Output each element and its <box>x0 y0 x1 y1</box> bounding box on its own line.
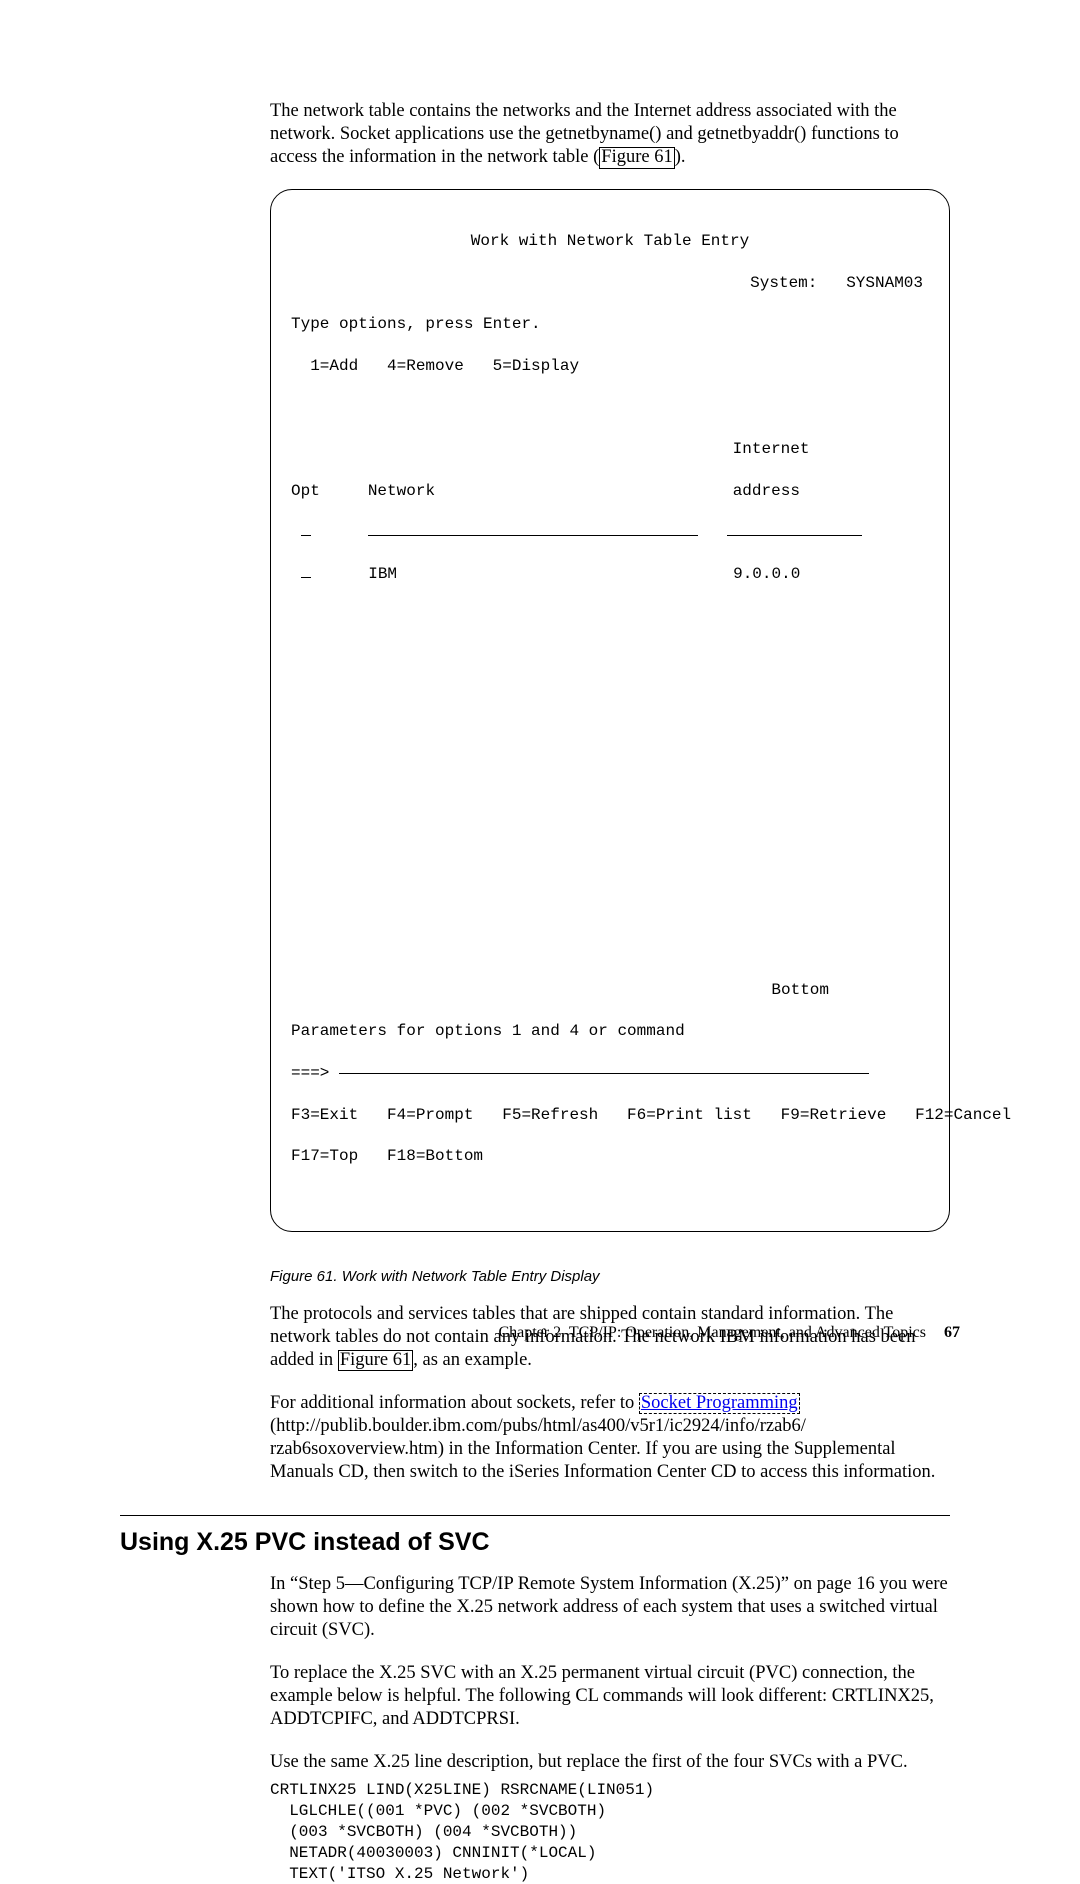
footer-chapter: Chapter 2. TCP/IP: Operation, Management… <box>498 1324 926 1341</box>
terminal-screen: Work with Network Table Entry System: SY… <box>270 189 950 1231</box>
x25-p1: In “Step 5—Configuring TCP/IP Remote Sys… <box>270 1573 950 1642</box>
protocols-tail: , as an example. <box>413 1350 532 1370</box>
col-address: address <box>733 482 800 500</box>
section-rule <box>120 1515 950 1516</box>
address-header-underline <box>727 535 862 536</box>
command-line[interactable] <box>339 1071 869 1074</box>
page-footer: Chapter 2. TCP/IP: Operation, Management… <box>498 1324 960 1342</box>
terminal-options: 1=Add 4=Remove 5=Display <box>291 356 929 377</box>
network-header-underline <box>368 535 698 536</box>
cl-code-block: CRTLINX25 LIND(X25LINE) RSRCNAME(LIN051)… <box>270 1780 950 1884</box>
x25-p2: To replace the X.25 SVC with an X.25 per… <box>270 1662 950 1731</box>
intro-tail: ). <box>675 147 686 167</box>
row-network: IBM <box>368 565 397 583</box>
sockets-body: (http://publib.boulder.ibm.com/pubs/html… <box>270 1416 935 1482</box>
sockets-paragraph: For additional information about sockets… <box>270 1392 950 1485</box>
terminal-title: Work with Network Table Entry <box>291 231 929 252</box>
intro-text: The network table contains the networks … <box>270 101 899 167</box>
figure-caption: Figure 61. Work with Network Table Entry… <box>270 1268 950 1285</box>
terminal-bottom: Bottom <box>771 981 829 999</box>
opt-field-1[interactable] <box>301 535 311 536</box>
row-address: 9.0.0.0 <box>733 565 800 583</box>
sockets-lead: For additional information about sockets… <box>270 1393 639 1413</box>
col-network: Network <box>368 482 435 500</box>
footer-page-number: 67 <box>944 1324 960 1341</box>
terminal-fkeys-1: F3=Exit F4=Prompt F5=Refresh F6=Print li… <box>291 1105 929 1126</box>
section-heading: Using X.25 PVC instead of SVC <box>120 1528 950 1557</box>
terminal-prompt: ===> <box>291 1064 329 1082</box>
system-name: SYSNAM03 <box>846 274 923 292</box>
opt-field-2[interactable] <box>301 577 311 578</box>
terminal-instruction: Type options, press Enter. <box>291 314 929 335</box>
terminal-params: Parameters for options 1 and 4 or comman… <box>291 1021 929 1042</box>
system-label: System: <box>750 274 817 292</box>
socket-programming-link[interactable]: Socket Programming <box>639 1393 800 1414</box>
terminal-fkeys-2: F17=Top F18=Bottom <box>291 1146 929 1167</box>
col-opt: Opt <box>291 482 320 500</box>
figure-61-link-2[interactable]: Figure 61 <box>338 1350 413 1371</box>
col-internet: Internet <box>733 440 810 458</box>
x25-p3: Use the same X.25 line description, but … <box>270 1751 950 1774</box>
intro-paragraph: The network table contains the networks … <box>270 100 950 169</box>
figure-61-link-1[interactable]: Figure 61 <box>599 147 674 168</box>
